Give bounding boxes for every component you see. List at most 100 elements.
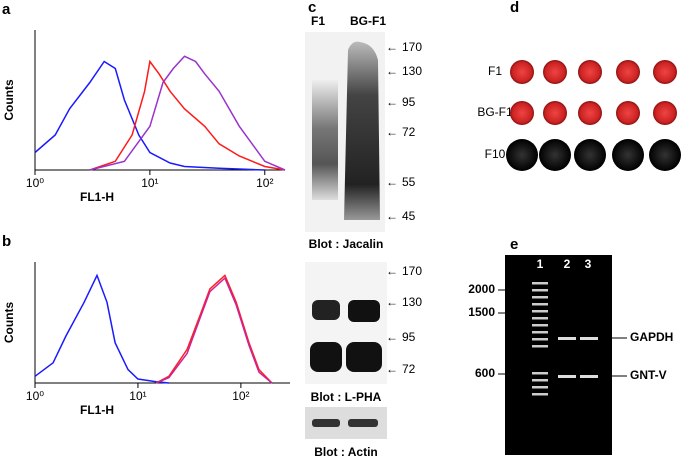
histogram-line	[34, 273, 169, 384]
band	[558, 337, 576, 340]
ladder-band	[532, 317, 548, 320]
marker-arrow: ←	[386, 95, 398, 109]
tissue	[510, 101, 534, 125]
x-tick-label: 10¹	[141, 176, 158, 190]
marker-size: 95	[402, 95, 416, 109]
tissue	[510, 60, 534, 84]
ladder-band	[532, 296, 548, 299]
band	[348, 300, 380, 322]
tissue	[543, 60, 567, 84]
histogram-line	[89, 59, 286, 171]
ladder-band	[532, 303, 548, 306]
panel-label: b	[2, 233, 11, 250]
ladder-band	[532, 282, 548, 285]
ladder-band	[532, 310, 548, 313]
marker-arrow: ←	[386, 125, 398, 139]
tissue	[612, 139, 644, 171]
ladder-band	[532, 393, 548, 396]
marker-size: 170	[402, 40, 422, 54]
ladder-band	[532, 345, 548, 348]
marker-size: 95	[402, 330, 416, 344]
marker-arrow: ←	[386, 64, 398, 78]
marker-arrow: ←	[386, 40, 398, 54]
y-axis-label: Counts	[2, 302, 16, 344]
tissue	[616, 60, 640, 84]
x-tick-label: 10¹	[129, 389, 146, 403]
lane-smear	[344, 41, 380, 220]
tissue	[578, 101, 602, 125]
lane-label: F1	[311, 14, 325, 28]
x-axis-label: FL1-H	[80, 403, 114, 417]
marker-arrow: ←	[386, 330, 398, 344]
histogram-line	[89, 55, 286, 171]
band	[312, 300, 340, 320]
tissue	[543, 101, 567, 125]
band	[580, 375, 598, 378]
marker-size: 130	[402, 64, 422, 78]
band	[312, 419, 340, 427]
ladder-band	[532, 379, 548, 382]
tissue	[616, 101, 640, 125]
histogram-line	[155, 276, 273, 384]
ladder-size: 2000	[468, 282, 495, 296]
row-label: F10	[485, 147, 506, 161]
x-tick-label: 10⁰	[26, 389, 44, 403]
band	[346, 342, 382, 372]
ladder-band	[532, 331, 548, 334]
histogram-line	[155, 274, 273, 384]
ladder-band	[532, 324, 548, 327]
x-axis-label: FL1-H	[80, 190, 114, 204]
band	[580, 337, 598, 340]
row-label: F1	[488, 64, 502, 78]
marker-size: 45	[402, 209, 416, 223]
ladder-band	[532, 386, 548, 389]
tissue	[539, 139, 571, 171]
blot-caption: Blot : Actin	[314, 445, 378, 459]
gel	[505, 255, 612, 455]
tissue	[574, 139, 606, 171]
ladder-size: 600	[475, 366, 495, 380]
marker-size: 72	[402, 125, 416, 139]
band	[348, 419, 378, 427]
histogram-line	[34, 60, 265, 171]
lane-smear	[312, 80, 338, 200]
marker-arrow: ←	[386, 209, 398, 223]
marker-arrow: ←	[386, 295, 398, 309]
tissue	[653, 60, 677, 84]
band-label: GAPDH	[630, 330, 673, 344]
marker-arrow: ←	[386, 264, 398, 278]
x-tick-label: 10²	[256, 176, 273, 190]
marker-size: 72	[402, 362, 416, 376]
row-label: BG-F1	[477, 105, 513, 119]
tissue	[649, 139, 681, 171]
panel-label: a	[2, 1, 11, 18]
panel-label: d	[510, 0, 519, 16]
ladder-band	[532, 289, 548, 292]
ladder-band	[532, 338, 548, 341]
marker-arrow: ←	[386, 175, 398, 189]
band	[558, 375, 576, 378]
tissue	[578, 60, 602, 84]
marker-size: 130	[402, 295, 422, 309]
lane-label: BG-F1	[350, 14, 386, 28]
ladder-size: 1500	[468, 305, 495, 319]
blot-caption: Blot : L-PHA	[311, 390, 382, 404]
ladder-band	[532, 372, 548, 375]
marker-arrow: ←	[386, 362, 398, 376]
marker-size: 55	[402, 175, 416, 189]
band	[310, 342, 342, 372]
lane-label: 1	[537, 257, 544, 271]
band-label: GNT-V	[630, 368, 667, 382]
lane-label: 2	[564, 257, 571, 271]
lane-label: 3	[585, 257, 592, 271]
blot-caption: Blot : Jacalin	[309, 237, 384, 251]
panel-label: e	[510, 236, 518, 253]
y-axis-label: Counts	[2, 79, 16, 121]
tissue	[653, 101, 677, 125]
marker-size: 170	[402, 264, 422, 278]
panel-label: c	[308, 0, 316, 16]
x-tick-label: 10⁰	[26, 176, 44, 190]
x-tick-label: 10²	[232, 389, 249, 403]
